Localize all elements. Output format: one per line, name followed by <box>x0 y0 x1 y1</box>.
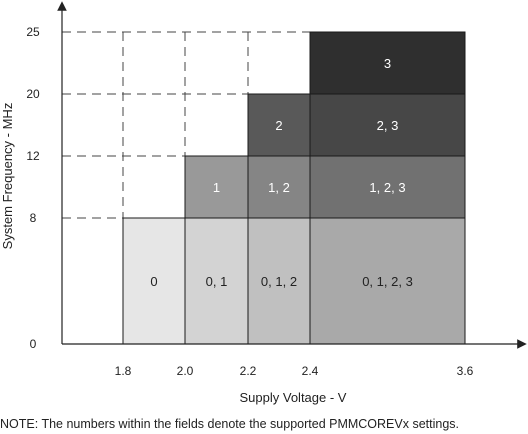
y-tick-label: 12 <box>26 149 40 163</box>
x-tick-label: 2.2 <box>240 364 257 378</box>
region-label: 3 <box>384 56 391 71</box>
axes <box>57 1 527 349</box>
region-cell <box>122 217 186 345</box>
region-cell <box>184 217 249 345</box>
x-tick-label: 1.8 <box>115 364 132 378</box>
region-label: 2 <box>275 118 282 133</box>
x-tick-label: 2.0 <box>177 364 194 378</box>
region-label: 1, 2, 3 <box>369 180 405 195</box>
region-cells <box>122 31 466 345</box>
y-axis-label: System Frequency - MHz <box>0 103 15 250</box>
region-cell <box>247 93 311 157</box>
region-label: 1, 2 <box>268 180 290 195</box>
region-label: 0 <box>150 274 157 289</box>
region-label: 0, 1 <box>206 274 228 289</box>
region-label: 2, 3 <box>377 118 399 133</box>
y-tick-label: 20 <box>26 87 40 101</box>
footnote: NOTE: The numbers within the fields deno… <box>0 417 459 431</box>
x-tick-label: 3.6 <box>457 364 474 378</box>
region-label: 1 <box>213 180 220 195</box>
region-label: 0, 1, 2 <box>261 274 297 289</box>
region-cell <box>309 93 466 157</box>
x-axis-label: Supply Voltage - V <box>240 390 347 405</box>
y-tick-label: 0 <box>30 337 37 351</box>
region-labels: 0 0, 1 0, 1, 2 0, 1, 2, 3 1 1, 2 1, 2, 3 2 2, 3 3 <box>150 56 412 289</box>
x-tick-label: 2.4 <box>302 364 319 378</box>
y-tick-label: 8 <box>30 211 37 225</box>
region-cell <box>309 217 466 345</box>
region-cell <box>309 31 466 95</box>
region-label: 0, 1, 2, 3 <box>362 274 413 289</box>
y-tick-label: 25 <box>26 25 40 39</box>
